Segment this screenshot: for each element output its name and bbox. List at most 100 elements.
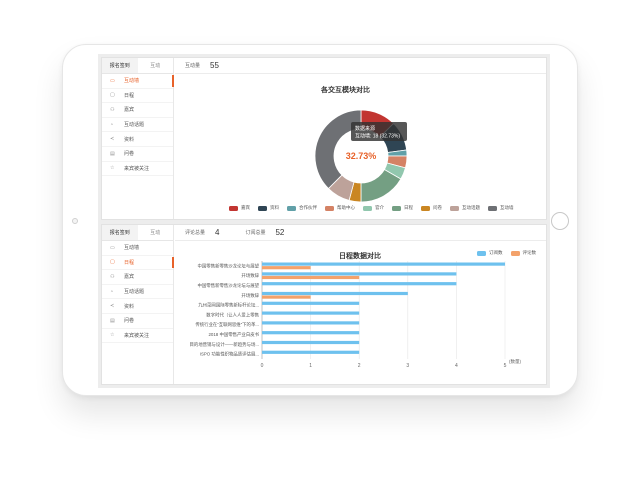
pie-center-label: 32.73% — [346, 151, 377, 161]
legend-entry-1[interactable]: 评论数 — [510, 250, 536, 256]
bar-chart-title: 日程数据对比 — [339, 253, 381, 260]
star-icon: ☆ — [110, 165, 115, 172]
sidebar-item-2[interactable]: ⚇ 嘉宾 — [102, 103, 173, 118]
legend-label: 官介 — [375, 205, 384, 210]
pie-chart-title: 各交互模块对比 — [321, 87, 370, 94]
sidebar-item-label: 日程 — [124, 259, 135, 266]
bar-subscribe-8[interactable] — [262, 340, 360, 345]
legend-entry-5[interactable]: 日程 — [392, 205, 413, 211]
tab-signup[interactable]: 报名签到 — [102, 225, 138, 240]
main-top: 互动量 55 各交互模块对比 32.73% 数据来源 互动墙: 18 (32.73%… — [175, 58, 546, 219]
sidebar-item-1[interactable]: ▢ 日程 — [102, 89, 173, 104]
x-tick-label: 4 — [455, 363, 458, 369]
y-tick-label: 2018 中国零售产业白皮书 — [208, 331, 259, 338]
stat-value: 55 — [210, 61, 219, 70]
y-tick-label: 九州菜网国际零售新标杆论坛... — [198, 302, 259, 309]
sidebar-nav-top: ▭ 互动墙 ▢ 日程 ⚇ 嘉宾 ◔ 互动话题 ≺ 资料 ▤ 问卷 ☆ 来宾被关注 — [102, 74, 174, 177]
x-tick-label: 1 — [309, 363, 312, 369]
sidebar-item-6[interactable]: ☆ 来宾被关注 — [102, 329, 173, 344]
sidebar-item-0[interactable]: ▭ 互动墙 — [102, 241, 173, 256]
survey-icon: ▤ — [110, 150, 115, 157]
legend-swatch — [229, 205, 238, 211]
legend-entry-7[interactable]: 互动话题 — [450, 205, 480, 211]
calendar-icon: ▢ — [110, 259, 115, 266]
sidebar-item-3[interactable]: ◔ 互动话题 — [102, 118, 173, 133]
sidebar-item-4[interactable]: ≺ 资料 — [102, 299, 173, 314]
bar-subscribe-5[interactable] — [262, 311, 360, 315]
bar-chart[interactable]: 0 1 2 3 4 5(数量)中国零售新零售沙龙论坛与展望开场致辞中国零售新零售沙龙论坛与… — [175, 258, 547, 386]
sidebar-item-label: 嘉宾 — [124, 107, 135, 114]
legend-entry-0[interactable]: 嘉宾 — [229, 205, 250, 211]
legend-label: 互动话题 — [462, 205, 480, 210]
bar-comment-0[interactable] — [262, 266, 311, 270]
sidebar-item-6[interactable]: ☆ 来宾被关注 — [102, 162, 173, 177]
tab-interaction[interactable]: 互动 — [150, 230, 161, 236]
bar-comment-1[interactable] — [262, 275, 360, 280]
tooltip-text: 互动墙: 18 (32.73%) — [355, 133, 400, 140]
bar-subscribe-6[interactable] — [262, 321, 360, 325]
sidebar-top: 报名签到 互动 ▭ 互动墙 ▢ 日程 ⚇ 嘉宾 ◔ 互动话题 ≺ 资料 ▤ 问卷 ☆ 来宾被关注 — [102, 58, 174, 219]
bar-subscribe-3[interactable] — [262, 291, 408, 296]
stats-bar-top: 互动量 55 — [175, 58, 546, 74]
y-tick-label: 中国零售新零售沙龙论坛与展望 — [198, 282, 260, 289]
legend-swatch — [392, 205, 401, 211]
legend-swatch — [450, 205, 459, 211]
x-tick-label: 0 — [261, 363, 264, 369]
legend-entry-6[interactable]: 问卷 — [421, 205, 442, 211]
tab-interaction[interactable]: 互动 — [150, 63, 161, 69]
legend-swatch — [477, 250, 486, 256]
legend-swatch — [363, 205, 372, 211]
bar-subscribe-0[interactable] — [262, 262, 505, 266]
y-tick-label: 中国零售新零售沙龙论坛与展望 — [198, 262, 260, 269]
sidebar-bottom: 报名签到 互动 ▭ 互动墙 ▢ 日程 ⚇ 嘉宾 ◔ 互动话题 ≺ 资料 ▤ 问卷 ☆ 来宾被关注 — [102, 225, 174, 384]
pie-slice-8[interactable] — [314, 109, 362, 190]
users-icon: ⚇ — [110, 106, 115, 113]
bar-subscribe-4[interactable] — [262, 301, 360, 305]
sidebar-item-label: 问卷 — [124, 151, 135, 158]
x-tick-label: 5 — [504, 363, 507, 369]
bar-subscribe-9[interactable] — [262, 350, 360, 354]
sidebar-item-label: 互动墙 — [124, 245, 140, 252]
y-tick-label: 开场致辞 — [241, 272, 259, 279]
sidebar-nav-bottom: ▭ 互动墙 ▢ 日程 ⚇ 嘉宾 ◔ 互动话题 ≺ 资料 ▤ 问卷 ☆ 来宾被关注 — [102, 241, 174, 344]
x-tick-label: 3 — [406, 363, 409, 369]
sidebar-item-2[interactable]: ⚇ 嘉宾 — [102, 270, 173, 285]
bar-comment-3[interactable] — [262, 295, 311, 299]
sidebar-item-4[interactable]: ≺ 资料 — [102, 132, 173, 147]
legend-entry-1[interactable]: 资料 — [258, 205, 279, 211]
legend-entry-4[interactable]: 官介 — [363, 205, 384, 211]
topic-icon: ◔ — [110, 121, 114, 128]
legend-entry-3[interactable]: 帮助中心 — [325, 205, 355, 211]
sidebar-item-3[interactable]: ◔ 互动话题 — [102, 285, 173, 300]
sidebar-item-label: 问卷 — [124, 318, 135, 325]
screen: 报名签到 互动 ▭ 互动墙 ▢ 日程 ⚇ 嘉宾 ◔ 互动话题 ≺ 资料 ▤ 问卷 ☆ 来宾被关注 互动量 … — [98, 54, 550, 388]
y-tick-label: 数字时代（让人人爱上零售 — [206, 311, 259, 318]
sidebar-item-5[interactable]: ▤ 问卷 — [102, 147, 173, 162]
legend-entry-8[interactable]: 互动墙 — [488, 205, 514, 211]
legend-entry-0[interactable]: 订阅数 — [477, 250, 503, 256]
sidebar-item-0[interactable]: ▭ 互动墙 — [102, 74, 174, 89]
interaction-panel: 报名签到 互动 ▭ 互动墙 ▢ 日程 ⚇ 嘉宾 ◔ 互动话题 ≺ 资料 ▤ 问卷 ☆ 来宾被关注 互动量 … — [101, 57, 547, 220]
chat-icon: ▭ — [110, 77, 115, 84]
home-button[interactable] — [551, 212, 569, 230]
sidebar-item-1[interactable]: ▢ 日程 — [102, 256, 174, 271]
x-tick-label: 2 — [358, 363, 361, 369]
legend-swatch — [258, 205, 267, 211]
y-tick-label: 开场致辞 — [241, 292, 259, 299]
sidebar-item-label: 互动墙 — [124, 78, 140, 85]
pie-legend: 嘉宾 资料 合作伙伴 帮助中心 官介 日程 问卷 互动话题 互动墙 — [229, 205, 514, 211]
sidebar-item-5[interactable]: ▤ 问卷 — [102, 314, 173, 329]
bar-subscribe-1[interactable] — [262, 272, 457, 276]
tab-signup[interactable]: 报名签到 — [102, 58, 138, 73]
legend-swatch — [488, 205, 497, 211]
y-tick-label: 目的地营销与设计——新趋势与场... — [189, 341, 259, 348]
bar-subscribe-2[interactable] — [262, 282, 457, 286]
legend-entry-2[interactable]: 合作伙伴 — [287, 205, 317, 211]
calendar-icon: ▢ — [110, 92, 115, 99]
y-tick-label: 传统行业在“互联网思维”下的革... — [195, 321, 259, 328]
sidebar-item-label: 嘉宾 — [124, 274, 135, 281]
bar-subscribe-7[interactable] — [262, 331, 360, 335]
star-icon: ☆ — [110, 332, 115, 339]
legend-label: 问卷 — [433, 205, 442, 210]
